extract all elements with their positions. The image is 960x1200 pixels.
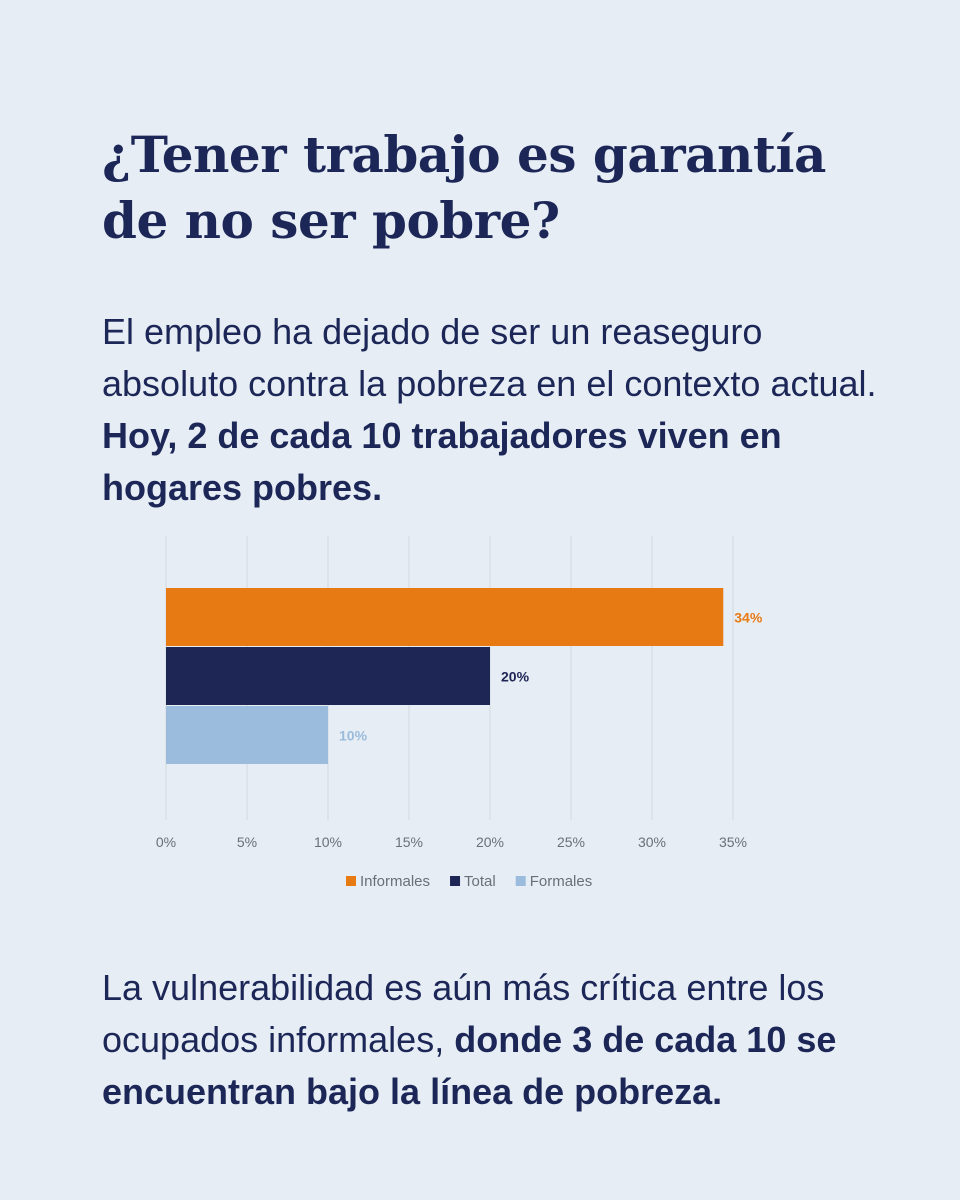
data-label-informales: 34%: [734, 610, 763, 626]
x-tick-label: 5%: [237, 834, 257, 850]
bar-formales: [166, 706, 328, 764]
outro-paragraph: La vulnerabilidad es aún más crítica ent…: [102, 962, 902, 1118]
title-line-2: de no ser pobre?: [102, 191, 560, 250]
data-label-total: 20%: [501, 669, 530, 685]
page-title: ¿Tener trabajo es garantía de no ser pob…: [102, 122, 902, 254]
data-label-formales: 10%: [339, 728, 368, 744]
legend-label-formales: Formales: [530, 873, 593, 890]
x-tick-label: 10%: [314, 834, 342, 850]
outro-text: La vulnerabilidad es aún más crítica ent…: [102, 967, 825, 1060]
legend-swatch-formales: [515, 876, 526, 886]
x-tick-label: 30%: [638, 834, 666, 850]
intro-highlight: Hoy, 2 de cada 10 trabajadores viven en …: [102, 415, 782, 508]
bar-total: [166, 647, 490, 705]
title-line-1: ¿Tener trabajo es garantía: [102, 125, 826, 184]
intro-paragraph: El empleo ha dejado de ser un reaseguro …: [102, 306, 902, 514]
x-tick-label: 15%: [395, 834, 423, 850]
legend-swatch-informales: [346, 876, 356, 886]
x-tick-label: 35%: [719, 834, 747, 850]
outro-highlight: donde 3 de cada 10 se encuentran bajo la…: [102, 1019, 837, 1112]
x-tick-label: 25%: [557, 834, 585, 850]
legend-label-informales: Informales: [360, 873, 430, 890]
bar-chart: 0% 5% 10% 15% 20% 25% 30% 35% 34% 20% 10% Informale…: [0, 520, 960, 920]
legend-label-total: Total: [464, 873, 496, 890]
x-tick-label: 20%: [476, 834, 504, 850]
bar-informales: [166, 588, 724, 646]
x-tick-label: 0%: [156, 834, 176, 850]
intro-text: El empleo ha dejado de ser un reaseguro …: [102, 311, 877, 404]
chart-svg: 0% 5% 10% 15% 20% 25% 30% 35% 34% 20% 10% Informale…: [156, 536, 763, 890]
legend-swatch-total: [450, 876, 461, 886]
